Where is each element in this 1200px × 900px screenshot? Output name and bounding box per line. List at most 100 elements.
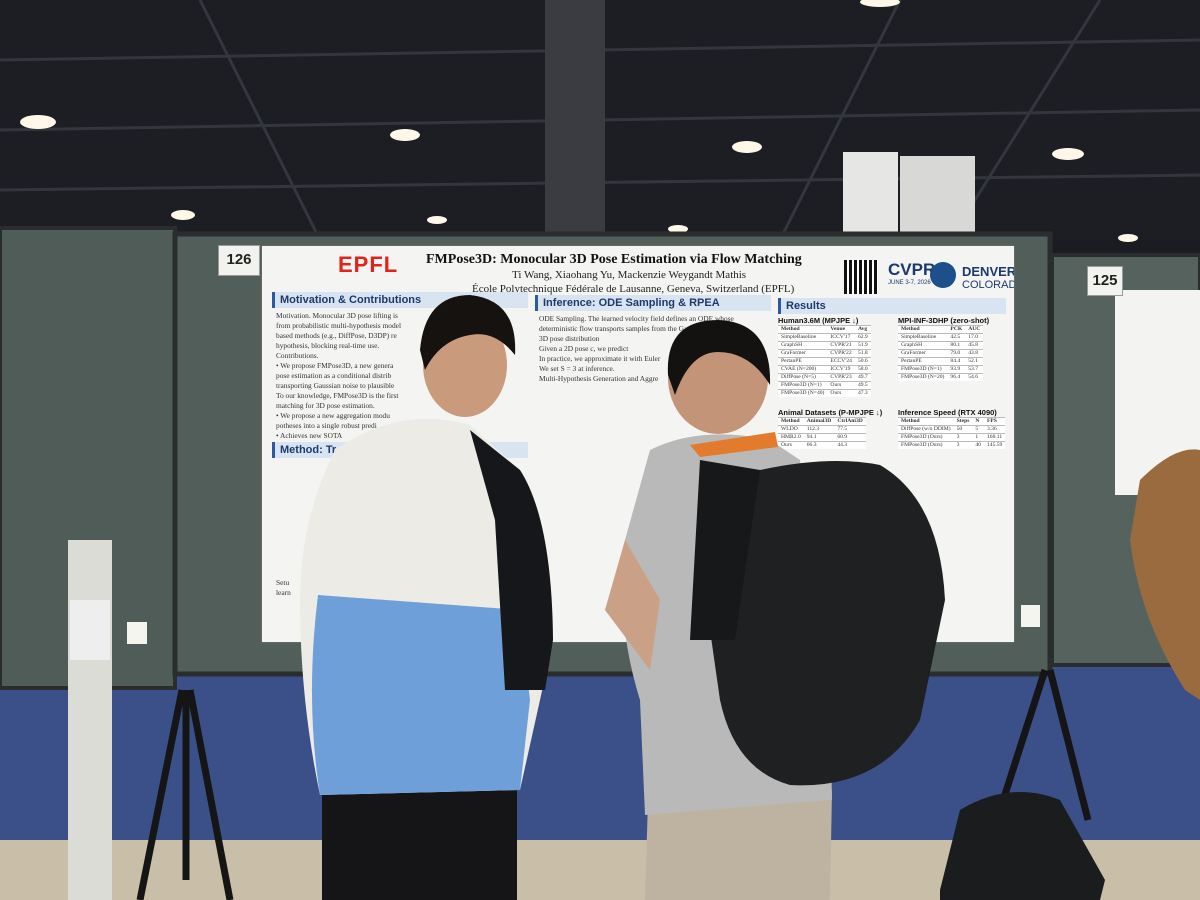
header-cell: N xyxy=(972,417,984,426)
table-row: PertanPE 84.4 52.1 xyxy=(898,357,984,366)
body-line: pose estimation as a conditional distrib xyxy=(276,371,392,380)
body-line: Motivation. Monocular 3D pose lifting is xyxy=(276,311,398,320)
results-table: MPI-INF-3DHP (zero-shot) Method PCK AUC Simp… xyxy=(898,316,989,381)
table-cell: FMPose3D (N=1) xyxy=(778,381,828,390)
table-cell: 5 xyxy=(972,425,984,434)
pillar xyxy=(843,152,898,247)
body-line: ODE Sampling. The learned velocity field… xyxy=(539,314,734,323)
table-cell: GraphSH xyxy=(778,341,828,350)
table-row: SimpleBaseline 42.5 17.0 xyxy=(898,333,984,342)
header-cell: Steps xyxy=(953,417,973,426)
table-row: FMPose3D (N=40) Ours 47.3 xyxy=(778,389,871,397)
body-line: learn xyxy=(276,588,291,597)
body-line: hypothesis, blocking real-time use. xyxy=(276,341,380,350)
table-cell: 40 xyxy=(972,441,984,449)
table-cell: 84.4 xyxy=(947,357,966,366)
table-cell: 53.7 xyxy=(965,365,984,374)
header-cell: Method xyxy=(778,325,828,334)
results-table: Human3.6M (MPJPE ↓) Method Venue Avg SimpleB… xyxy=(778,316,871,397)
table-cell: 51.9 xyxy=(854,341,871,350)
table-cell: WLDO xyxy=(778,425,804,434)
table-cell: SimpleBaseline xyxy=(778,333,828,342)
table-cell: 50 xyxy=(953,425,973,434)
table-cell: 44.3 xyxy=(834,441,866,449)
table-row: GraFormer 79.0 43.8 xyxy=(898,349,984,358)
section-body: Setu learn xyxy=(272,458,528,601)
header-cell: AUC xyxy=(965,325,984,334)
table-row: DiffPose (N=5) CVPR'23 49.7 xyxy=(778,373,871,382)
header-row: Method Animal3D CtrlAni3D xyxy=(778,417,866,426)
table: Method Steps N FPS DiffPose (w/o DDIM) 50 5 3.3… xyxy=(898,417,1006,449)
body-line: matching for 3D pose estimation. xyxy=(276,401,375,410)
table-cell: DiffPose (N=5) xyxy=(778,373,828,382)
table-cell: DiffPose (w/o DDIM) xyxy=(898,425,954,434)
table-row: GraFormer CVPR'22 51.8 xyxy=(778,349,871,358)
table-cell: 60.9 xyxy=(834,433,866,442)
table-row: SimpleBaseline ICCV'17 62.9 xyxy=(778,333,871,342)
table-cell: ECCV'24 xyxy=(827,357,855,366)
header-cell: Avg xyxy=(854,325,871,334)
easel-stands xyxy=(136,668,1092,900)
table-cell: FMPose3D (Ours) xyxy=(898,441,954,449)
ceiling-lights xyxy=(20,0,1138,242)
table-cell: ICCV'19 xyxy=(827,365,855,374)
table-cell: 96.4 xyxy=(947,373,966,381)
section-body: Motivation. Monocular 3D pose lifting is… xyxy=(272,308,528,444)
table-cell: 58.0 xyxy=(854,365,871,374)
affiliation: École Polytechnique Fédérale de Lausanne… xyxy=(472,283,795,295)
poster-title: FMPose3D: Monocular 3D Pose Estimation v… xyxy=(426,252,802,267)
header-row: Method PCK AUC xyxy=(898,325,984,334)
table-row: PertanPE ECCV'24 50.6 xyxy=(778,357,871,366)
body-line: • Achieves new SOTA xyxy=(276,431,343,440)
table-row: FMPose3D (N=20) 96.4 54.6 xyxy=(898,373,984,381)
table-cell: PertanPE xyxy=(898,357,948,366)
table-row: DiffPose (w/o DDIM) 50 5 3.36 xyxy=(898,425,1006,434)
table-cell: CVPR'21 xyxy=(827,341,855,350)
qr-code xyxy=(844,260,878,294)
header-cell: Method xyxy=(898,417,954,426)
table-cell: PertanPE xyxy=(778,357,828,366)
table-row: FMPose3D (N=1) Ours 49.5 xyxy=(778,381,871,390)
table-cell: FMPose3D (Ours) xyxy=(898,433,954,442)
table-cell: 112.3 xyxy=(803,425,835,434)
section-heading: Results xyxy=(778,298,1006,314)
table-row: FMPose3D (Ours) 3 40 145.59 xyxy=(898,441,1006,449)
board-number: 126 xyxy=(218,245,260,276)
table-cell: HMR2.0 xyxy=(778,433,804,442)
table-row: HMR2.0 94.1 60.9 xyxy=(778,433,866,442)
table-cell: 47.3 xyxy=(854,389,871,397)
table-caption: Inference Speed (RTX 4090) xyxy=(898,408,997,417)
body-line: • We propose a new aggregation modu xyxy=(276,411,390,420)
conference-name: CVPR xyxy=(888,260,936,279)
board-number: 125 xyxy=(1087,266,1123,296)
body-line: transporting Gaussian noise to plausible xyxy=(276,381,395,390)
table-row: GraphSH CVPR'21 51.9 xyxy=(778,341,871,350)
poster-section: Inference: ODE Sampling & RPEA ODE Sampli… xyxy=(535,295,771,387)
table-cell: GraphSH xyxy=(898,341,948,350)
table: Method Animal3D CtrlAni3D WLDO 112.3 77.5 HMR2… xyxy=(778,417,866,449)
header-cell: Method xyxy=(898,325,948,334)
cup xyxy=(1021,605,1040,627)
visitor-left xyxy=(300,295,553,900)
logo: EPFL xyxy=(338,252,399,277)
header-cell: Animal3D xyxy=(803,417,835,426)
table-cell: Ours xyxy=(778,441,804,449)
section-body: ODE Sampling. The learned velocity field… xyxy=(535,311,771,387)
body-line: Multi-Hypothesis Generation and Aggre xyxy=(539,374,659,383)
body-line: In practice, we approximate it with Eule… xyxy=(539,354,661,363)
header-cell: CtrlAni3D xyxy=(834,417,866,426)
table: Method PCK AUC SimpleBaseline 42.5 17.0 GraphS… xyxy=(898,325,984,381)
table-cell: 54.6 xyxy=(965,373,984,381)
table-cell: 79.0 xyxy=(947,349,966,358)
table-cell: 93.9 xyxy=(947,365,966,374)
body-line: 3D pose distribution xyxy=(539,334,600,343)
results-table: Animal Datasets (P-MPJPE ↓) Method Animal3… xyxy=(778,408,882,449)
header-row: Method Steps N FPS xyxy=(898,417,1006,426)
table-cell: 42.5 xyxy=(947,333,966,342)
table-cell: 43.8 xyxy=(965,349,984,358)
body-line: Given a 2D pose c, we predict xyxy=(539,344,629,353)
cup xyxy=(127,622,147,644)
results-section: Results xyxy=(778,298,1006,314)
table-cell: 3.36 xyxy=(983,425,1006,434)
